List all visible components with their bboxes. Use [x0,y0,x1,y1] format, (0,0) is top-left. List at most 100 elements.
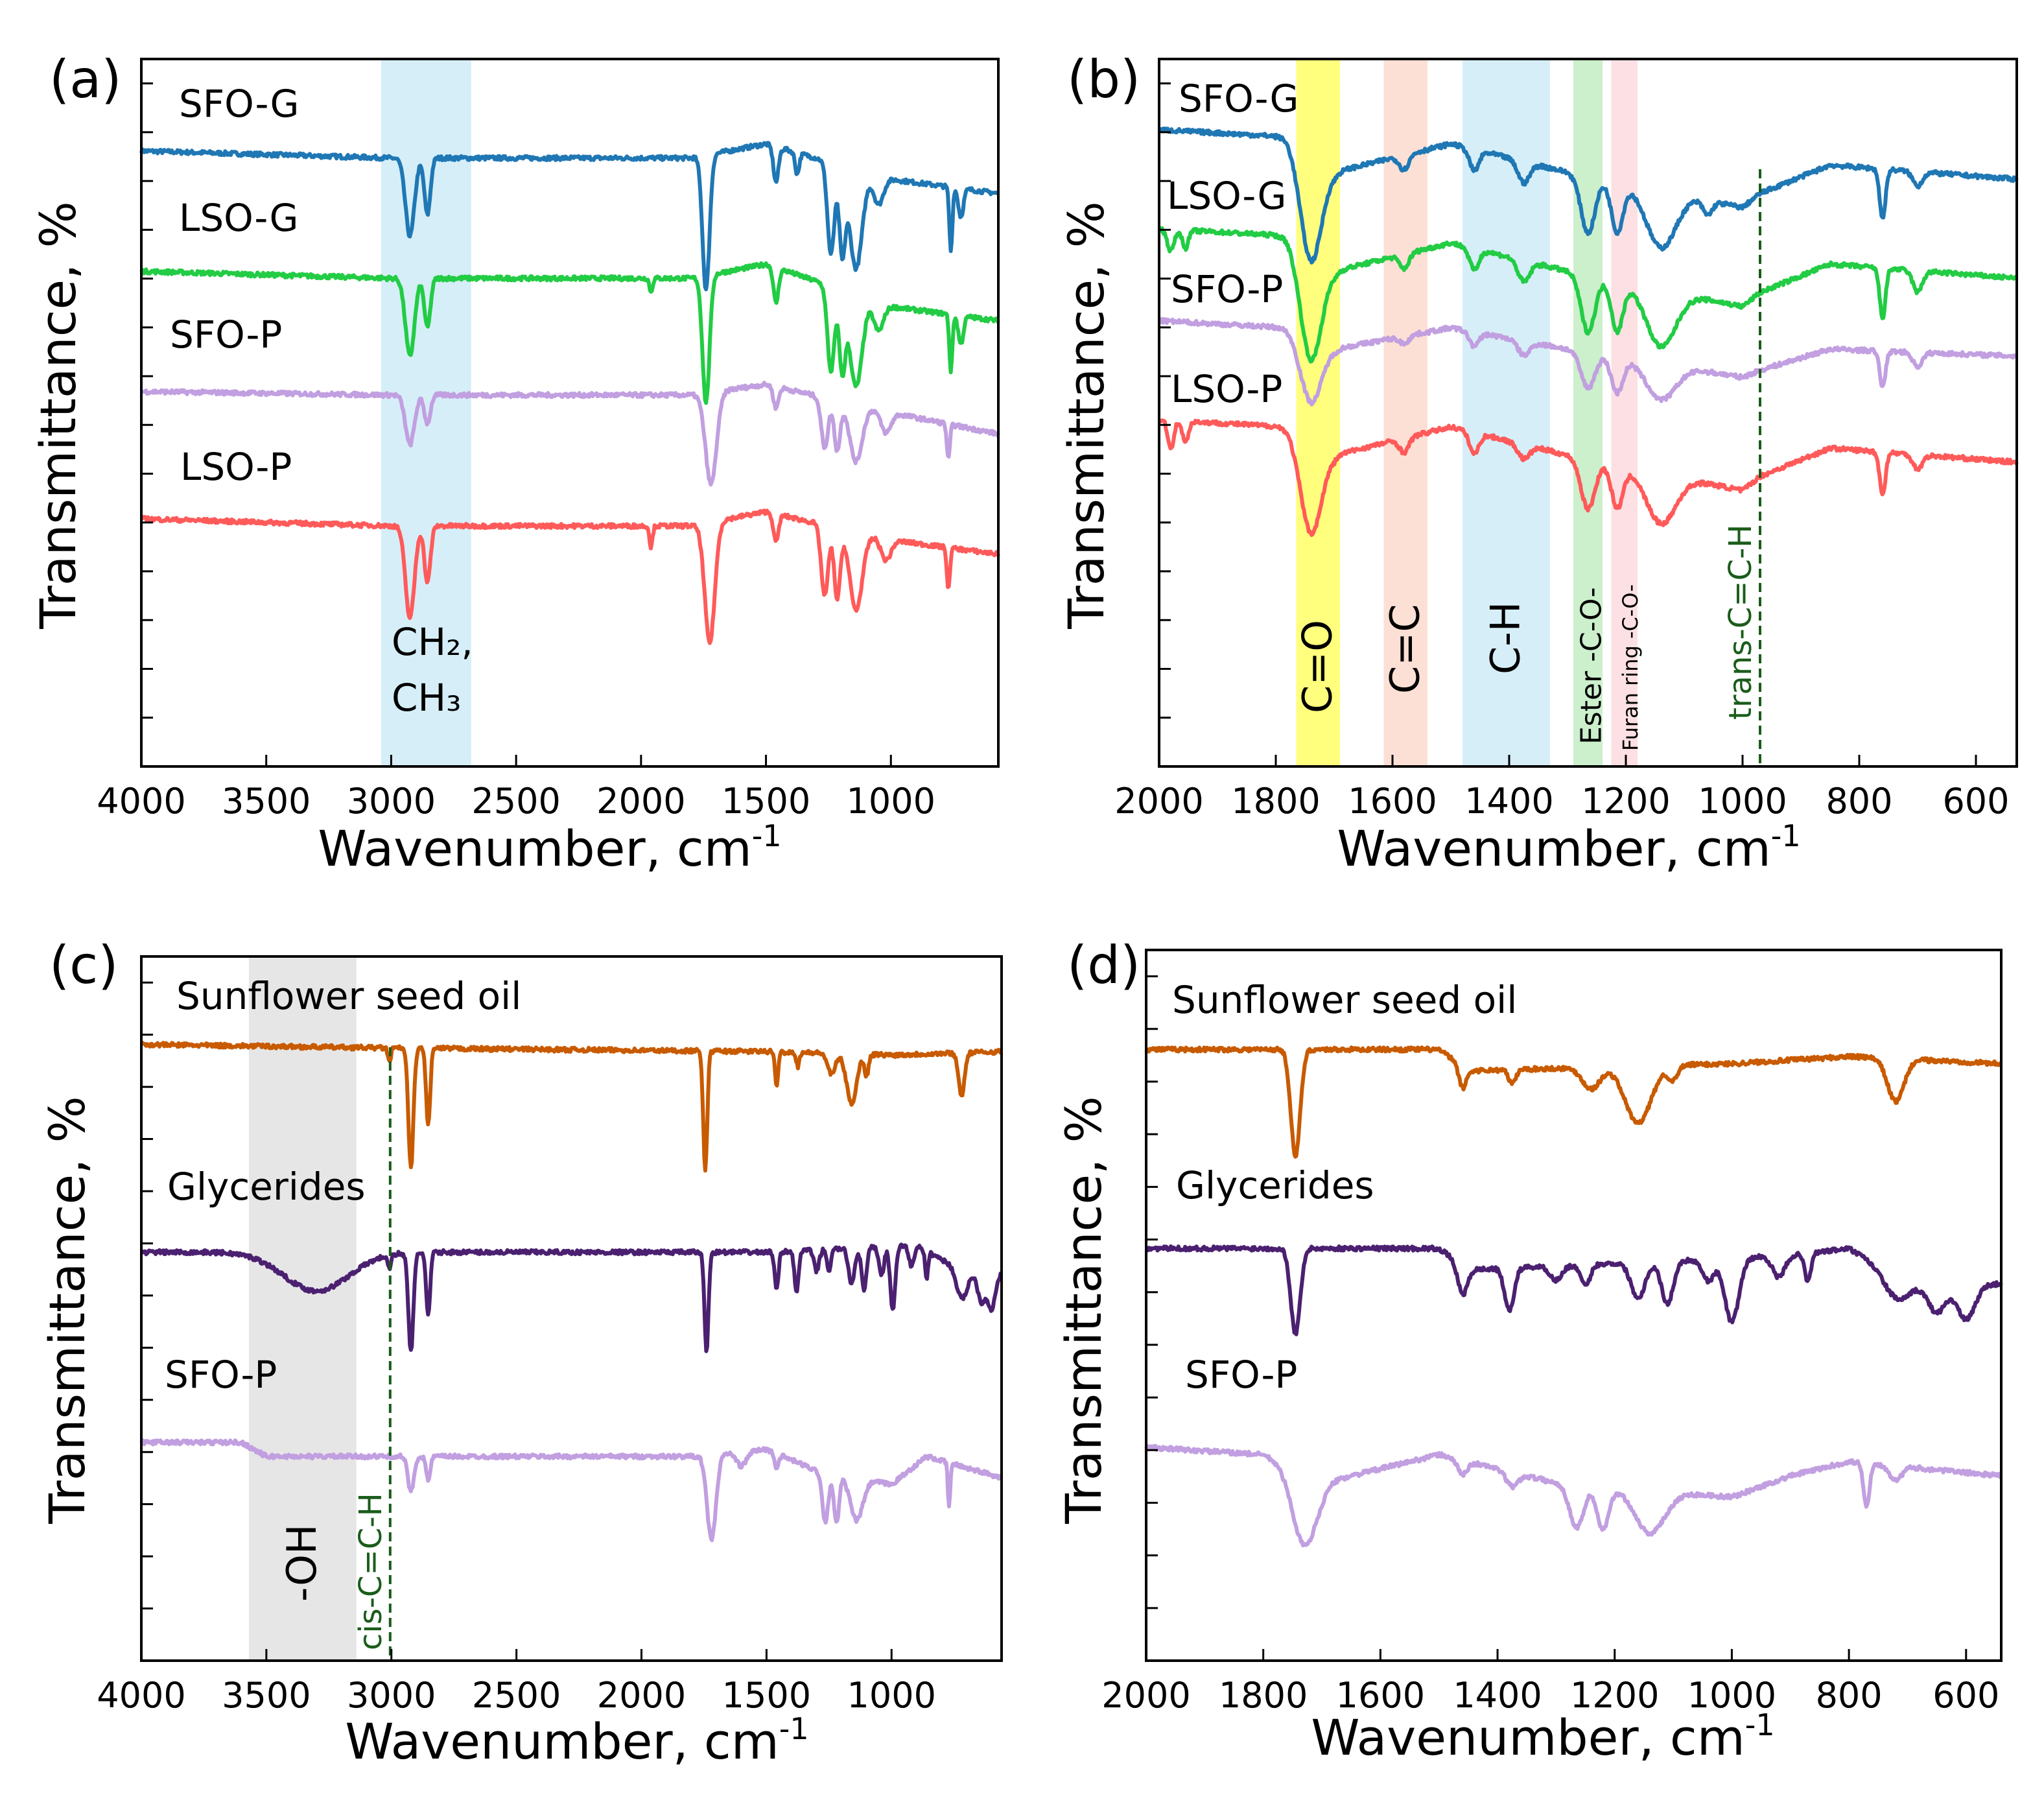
x-axis-label: Wavenumber, cm-1 [345,1711,808,1770]
x-axis-label: Wavenumber, cm-1 [318,818,781,877]
band-label: CH₂, [392,620,473,664]
x-tick-label: 2500 [472,1675,561,1716]
series-label: LSO-G [1167,174,1286,218]
series-label: Glycerides [167,1165,366,1209]
plot-frame [140,58,1000,768]
x-tick-label: 1400 [1453,1675,1542,1716]
series-line-sfo-p [140,381,1000,487]
y-axis-label: Transmittance, % [29,201,87,629]
shaded-band [1611,60,1638,765]
panel-letter: (a) [49,49,121,110]
x-axis-label-text: Wavenumber, cm [1337,820,1770,877]
x-tick-label: 3000 [347,1675,436,1716]
series-label: SFO-P [170,313,282,357]
series-line-sfo-g [1158,126,2019,265]
x-axis-label-sup: -1 [752,818,782,853]
x-tick-label: 1500 [722,781,810,822]
series-label: LSO-P [1171,367,1282,411]
x-tick-label: 600 [1932,1675,1999,1716]
shaded-band [1296,60,1340,765]
plot-frame [1158,58,2018,768]
series-line-sfo-p [1144,1443,2003,1548]
panel-c: Sunflower seed oil Glycerides SFO-P cis-C=C… [38,935,1004,1770]
series-label: SFO-G [1179,77,1298,121]
panel-letter: (c) [49,935,118,995]
band-label: Ester -C-O- [1575,587,1608,744]
series-label: Sunflower seed oil [176,974,521,1018]
x-axis-label: Wavenumber, cm-1 [1337,818,1800,877]
panel-b: SFO-G LSO-G SFO-P LSO-P trans-C=C-H C=O C=C C-H… [1057,49,2019,877]
marker-label: cis-C=C-H [353,1493,389,1650]
y-axis-label: Transmittance, % [1057,201,1115,629]
x-tick-label: 3000 [347,781,436,822]
x-tick-label: 2000 [1114,781,1203,822]
shaded-band [248,958,357,1659]
x-tick-label: 2000 [596,781,685,822]
x-tick-label: 2500 [471,781,560,822]
x-tick-label: 1400 [1464,781,1553,822]
x-axis-label-text: Wavenumber, cm [1311,1709,1744,1766]
series-line-lso-g [139,261,1000,405]
panel-a: SFO-G LSO-G SFO-P LSO-P CH₂, CH₃ 4000 3500 3000 2… [29,49,1000,877]
panel-letter: (d) [1067,935,1140,995]
band-label: CH₃ [392,676,461,720]
panel-d: Sunflower seed oil Glycerides SFO-P 2000 180… [1055,935,2003,1766]
series-label: Glycerides [1176,1163,1374,1207]
y-axis-label: Transmittance, % [38,1096,96,1524]
x-tick-label: 800 [1816,1675,1883,1716]
x-tick-label: 1000 [1687,1675,1776,1716]
series-line-sfo-p [1157,316,2018,407]
series-line-glycerides [140,1242,1003,1353]
x-axis-label: Wavenumber, cm-1 [1311,1707,1774,1766]
series-line-glycerides [1145,1244,2003,1336]
series-label: SFO-P [165,1353,277,1397]
x-tick-label: 1200 [1570,1675,1659,1716]
series-line-sfo-g [139,141,1000,292]
band-label: C=O [1293,620,1341,713]
x-tick-label: 1000 [847,1675,936,1716]
series-label: LSO-G [179,196,298,240]
x-tick-label: 3500 [222,1675,311,1716]
x-tick-label: 4000 [97,1675,185,1716]
x-axis-label-text: Wavenumber, cm [318,820,751,877]
series-label: SFO-P [1171,267,1283,311]
shaded-band [1463,60,1550,765]
series-label: Sunflower seed oil [1172,978,1517,1022]
x-tick-label: 4000 [97,781,185,822]
x-axis-label-sup: -1 [1745,1707,1775,1742]
series-line-lso-p [140,508,1000,645]
x-axis-label-sup: -1 [1771,818,1801,853]
x-tick-label: 1000 [847,781,935,822]
shaded-band [1383,60,1427,765]
band-label: -OH [278,1524,325,1602]
x-tick-label: 600 [1942,781,2009,822]
series-line-sunflower-seed-oil [140,1041,1003,1173]
band-label: C-H [1482,602,1529,674]
band-label: C=C [1381,604,1428,694]
x-tick-label: 1500 [722,1675,811,1716]
series-label: LSO-P [180,445,292,489]
x-tick-label: 1200 [1581,781,1670,822]
x-tick-label: 3500 [222,781,311,822]
plot-frame [1145,949,2003,1662]
x-tick-label: 2000 [1101,1675,1190,1716]
series-line-sunflower-seed-oil [1144,1045,2003,1159]
shaded-band [1573,60,1603,765]
x-tick-label: 1800 [1231,781,1320,822]
x-tick-label: 2000 [597,1675,686,1716]
band-label: Furan ring -C-O- [1618,584,1643,751]
series-line-lso-p [1158,418,2019,538]
x-tick-label: 1600 [1348,781,1437,822]
series-label: SFO-P [1185,1353,1297,1397]
series-label: SFO-G [179,82,299,126]
panel-letter: (b) [1067,49,1140,110]
marker-label: trans-C=C-H [1722,525,1759,720]
y-axis-label: Transmittance, % [1055,1096,1112,1524]
series-line-sfo-p [139,1438,1004,1543]
x-axis-label-sup: -1 [779,1711,809,1746]
x-tick-label: 1000 [1698,781,1787,822]
x-tick-label: 1600 [1336,1675,1425,1716]
plot-frame [140,955,1003,1662]
x-tick-label: 800 [1826,781,1892,822]
